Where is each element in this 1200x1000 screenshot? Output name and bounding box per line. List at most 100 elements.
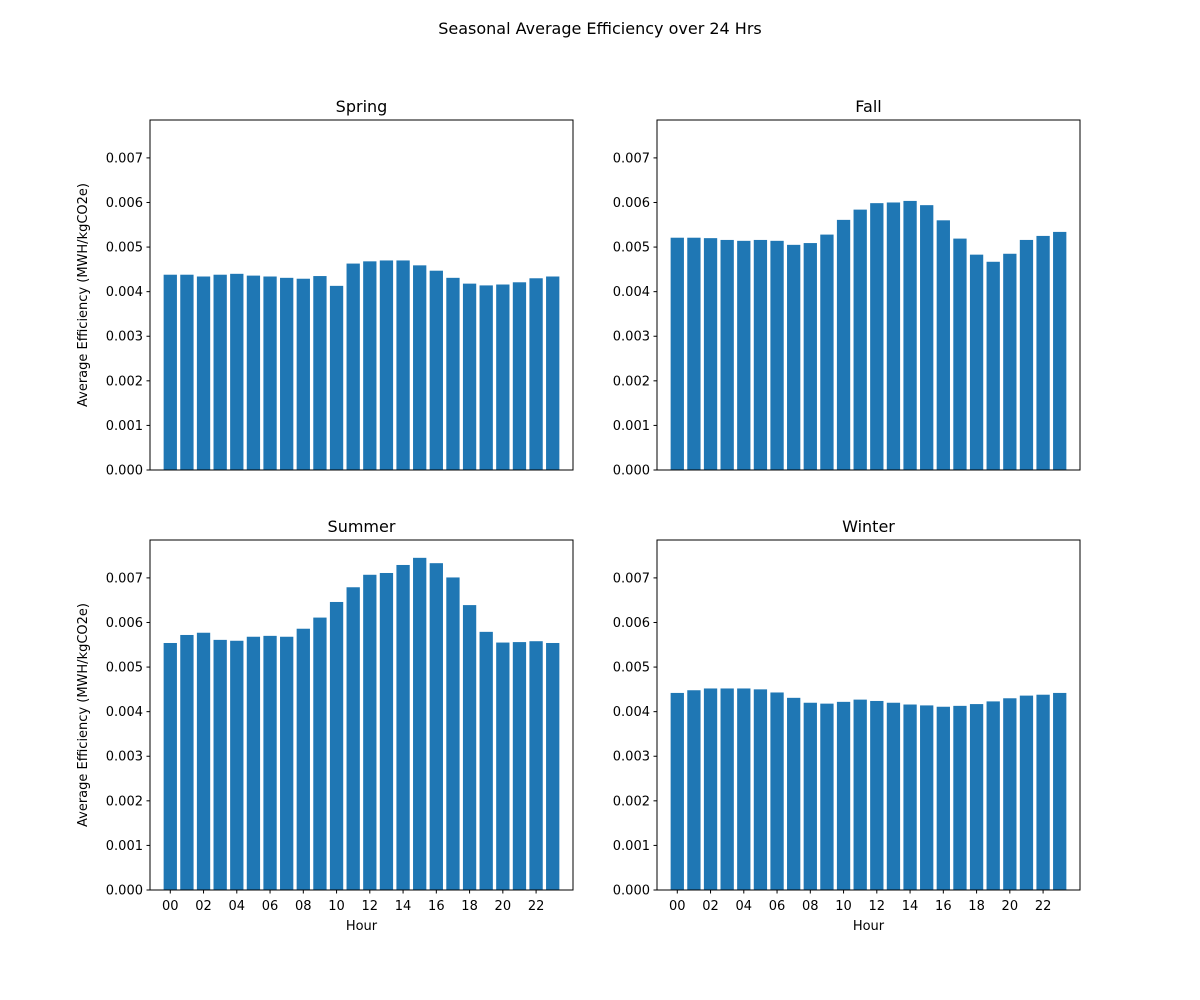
bar: [496, 642, 510, 890]
bar: [969, 254, 984, 470]
x-tick-label: 18: [461, 899, 478, 914]
x-tick-label: 16: [428, 899, 445, 914]
bar: [512, 282, 527, 470]
bar: [670, 237, 684, 470]
bar: [396, 260, 410, 470]
x-tick-label: 20: [495, 899, 512, 914]
bar: [853, 699, 867, 890]
bar: [296, 628, 310, 890]
y-tick-label: 0.002: [106, 374, 143, 389]
y-tick-label: 0.004: [613, 705, 650, 720]
bar: [196, 276, 211, 470]
bar: [703, 688, 718, 890]
x-tick-label: 04: [229, 899, 246, 914]
bar: [969, 704, 984, 890]
subplot-winter: 0.000 0.001 0.002 0.003 0.004 0.005 0.006 0.007…: [613, 517, 1081, 934]
bar: [363, 261, 377, 470]
bar: [1003, 698, 1017, 890]
bar: [753, 689, 768, 890]
y-tick-label: 0.001: [613, 839, 650, 854]
bar: [1003, 253, 1017, 470]
y-tick-label: 0.003: [106, 750, 143, 765]
bar: [787, 244, 801, 470]
bar: [363, 574, 377, 890]
subplot-fall: 0.000 0.001 0.002 0.003 0.004 0.005 0.006 0.007…: [613, 97, 1081, 479]
y-tick-label: 0.001: [106, 839, 143, 854]
bar: [787, 697, 801, 890]
bar: [803, 702, 817, 890]
bar: [546, 642, 560, 890]
bar: [903, 704, 917, 890]
bar: [246, 275, 261, 470]
y-tick-label: 0.000: [106, 464, 143, 479]
axes-frame: [656, 119, 1081, 471]
subplot-title: Winter: [842, 517, 895, 536]
y-tick-label: 0.000: [106, 884, 143, 899]
bar: [820, 234, 834, 470]
y-tick-label: 0.004: [106, 705, 143, 720]
bar: [836, 701, 851, 890]
bar: [213, 274, 227, 470]
bar: [953, 705, 967, 890]
bar: [886, 202, 901, 471]
bar: [803, 243, 817, 470]
bar: [546, 276, 560, 470]
bar: [1036, 235, 1050, 470]
x-tick-label: 16: [935, 899, 952, 914]
bar: [413, 265, 427, 470]
bar: [479, 285, 493, 470]
x-tick-label: 14: [902, 899, 919, 914]
bar: [529, 278, 543, 470]
bar: [870, 203, 884, 470]
bar: [496, 284, 510, 470]
y-tick-label: 0.006: [613, 196, 650, 211]
y-tick-label: 0.003: [613, 750, 650, 765]
bar: [396, 564, 410, 890]
bar: [313, 276, 327, 470]
y-tick-label: 0.001: [106, 419, 143, 434]
bar: [687, 690, 701, 890]
bar: [720, 688, 734, 890]
bar: [429, 270, 443, 470]
bar: [379, 260, 394, 470]
y-tick-label: 0.004: [106, 285, 143, 300]
bar: [886, 702, 901, 890]
bar: [346, 587, 360, 890]
bar: [953, 238, 967, 470]
axes-frame: [656, 539, 1081, 891]
bar: [462, 605, 477, 890]
y-tick-label: 0.005: [106, 661, 143, 676]
bar: [670, 692, 684, 890]
bar: [479, 631, 493, 890]
bar: [936, 220, 950, 470]
y-tick-label: 0.005: [106, 241, 143, 256]
bar: [296, 278, 310, 470]
y-tick-label: 0.003: [613, 330, 650, 345]
subplot-spring: 0.000 0.001 0.002 0.003 0.004 0.005 0.006 0.007…: [76, 97, 574, 479]
y-axis-label: Average Efficiency (MWH/kgCO2e): [76, 183, 91, 407]
y-tick-label: 0.007: [106, 151, 143, 166]
subplot-summer: 0.000 0.001 0.002 0.003 0.004 0.005 0.006 0.007…: [76, 517, 574, 934]
x-tick-label: 00: [162, 899, 179, 914]
figure-suptitle: Seasonal Average Efficiency over 24 Hrs: [438, 19, 762, 38]
axes-frame: [149, 539, 574, 891]
y-tick-label: 0.002: [106, 794, 143, 809]
bar: [413, 557, 427, 890]
x-tick-label: 20: [1002, 899, 1019, 914]
bar: [986, 261, 1000, 470]
y-tick-label: 0.003: [106, 330, 143, 345]
bar: [770, 692, 784, 890]
y-tick-label: 0.004: [613, 285, 650, 300]
bar: [280, 277, 294, 470]
bar: [230, 273, 244, 470]
y-tick-label: 0.005: [613, 241, 650, 256]
bar: [180, 634, 194, 890]
bar: [986, 701, 1000, 890]
bar: [329, 285, 344, 470]
bar: [446, 277, 460, 470]
x-tick-label: 00: [669, 899, 686, 914]
y-tick-label: 0.005: [613, 661, 650, 676]
bar: [429, 563, 443, 890]
bar: [737, 688, 751, 890]
